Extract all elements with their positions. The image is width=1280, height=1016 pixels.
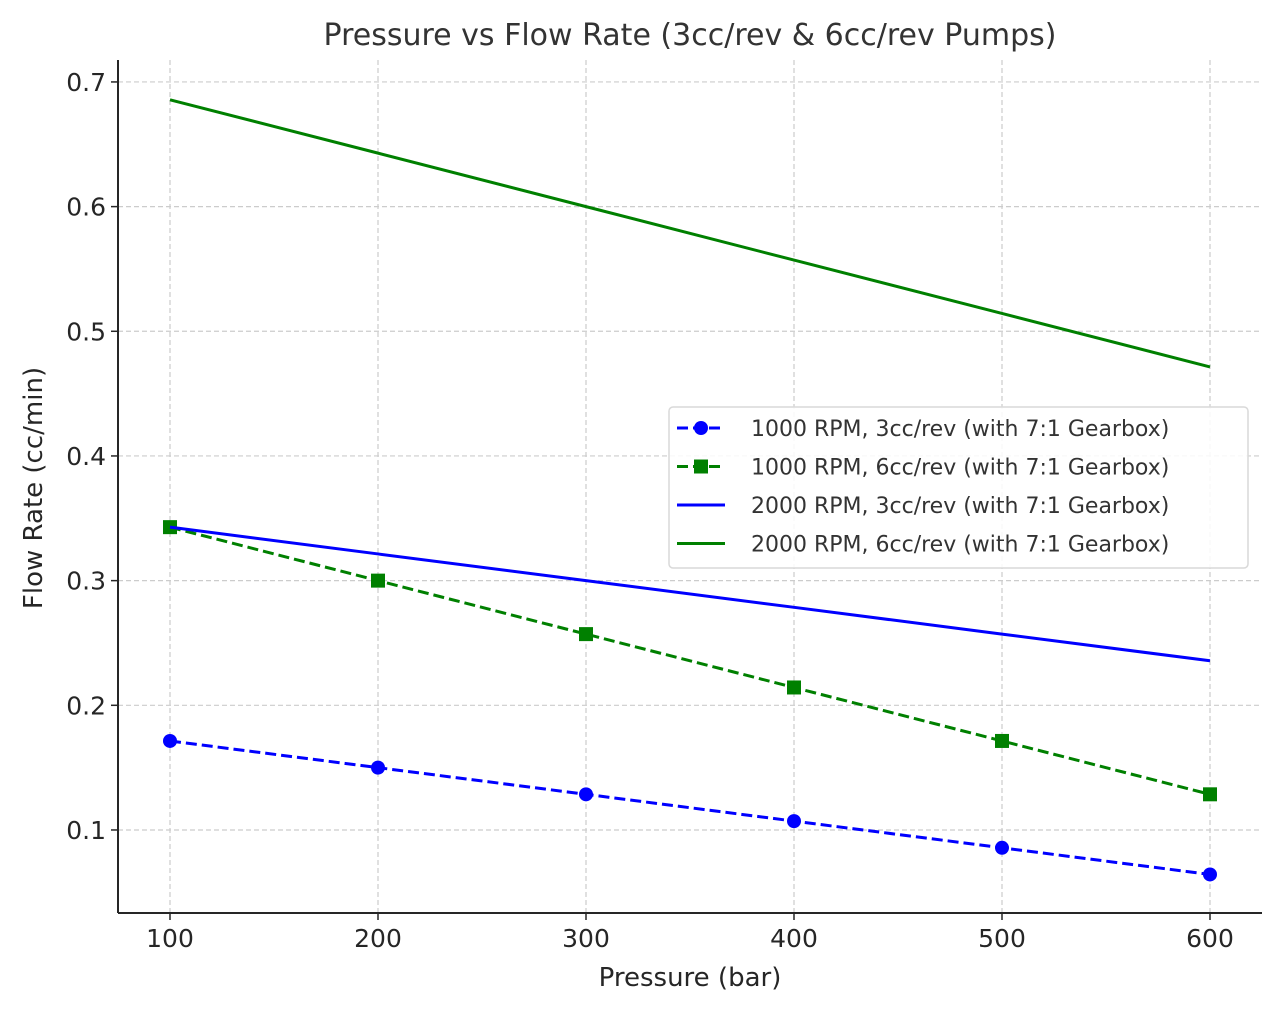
series-0 <box>163 733 1217 882</box>
data-point <box>1203 867 1217 882</box>
y-tick-label: 0.3 <box>66 567 106 596</box>
series-line <box>169 525 1211 796</box>
data-point <box>787 680 801 695</box>
data-point <box>579 627 593 642</box>
series-line <box>169 525 1211 663</box>
legend-label: 1000 RPM, 3cc/rev (with 7:1 Gearbox) <box>751 417 1169 442</box>
data-point <box>371 760 385 775</box>
series-1 <box>163 520 1217 802</box>
axes: 100 200 300 400 500 600 0.1 0.2 0.3 0.4 0.5 0.6 0.7 <box>66 60 1262 953</box>
x-tick-label: 500 <box>978 924 1026 953</box>
data-point <box>995 733 1009 748</box>
legend-marker <box>694 421 708 435</box>
x-tick-label: 600 <box>1186 924 1234 953</box>
legend-label: 1000 RPM, 6cc/rev (with 7:1 Gearbox) <box>751 456 1169 481</box>
x-tick-label: 200 <box>354 924 402 953</box>
series-2 <box>169 525 1211 663</box>
series-3 <box>169 98 1211 369</box>
legend: 1000 RPM, 3cc/rev (with 7:1 Gearbox) 1000… <box>668 406 1249 569</box>
y-tick-label: 0.1 <box>66 816 106 845</box>
data-point <box>371 573 385 588</box>
x-tick-label: 100 <box>146 924 194 953</box>
data-point <box>579 787 593 802</box>
y-tick-label: 0.7 <box>66 68 106 97</box>
x-tick-label: 400 <box>770 924 818 953</box>
legend-box <box>668 406 1249 569</box>
y-axis-label: Flow Rate (cc/min) <box>19 367 49 609</box>
x-axis-label: Pressure (bar) <box>599 963 782 993</box>
y-tick-label: 0.6 <box>66 193 106 222</box>
data-point <box>163 733 177 748</box>
legend-label: 2000 RPM, 3cc/rev (with 7:1 Gearbox) <box>751 494 1169 519</box>
data-point <box>787 814 801 829</box>
x-tick-label: 300 <box>562 924 610 953</box>
series-line <box>169 98 1211 369</box>
series-line <box>169 739 1211 876</box>
legend-label: 2000 RPM, 6cc/rev (with 7:1 Gearbox) <box>751 533 1169 558</box>
y-tick-label: 0.2 <box>66 691 106 720</box>
data-point <box>1203 787 1217 802</box>
y-tick-label: 0.4 <box>66 442 106 471</box>
chart-title: Pressure vs Flow Rate (3cc/rev & 6cc/rev… <box>324 18 1057 53</box>
y-tick-label: 0.5 <box>66 317 106 346</box>
legend-marker <box>694 459 708 474</box>
series-layer <box>163 98 1217 882</box>
data-point <box>995 840 1009 855</box>
